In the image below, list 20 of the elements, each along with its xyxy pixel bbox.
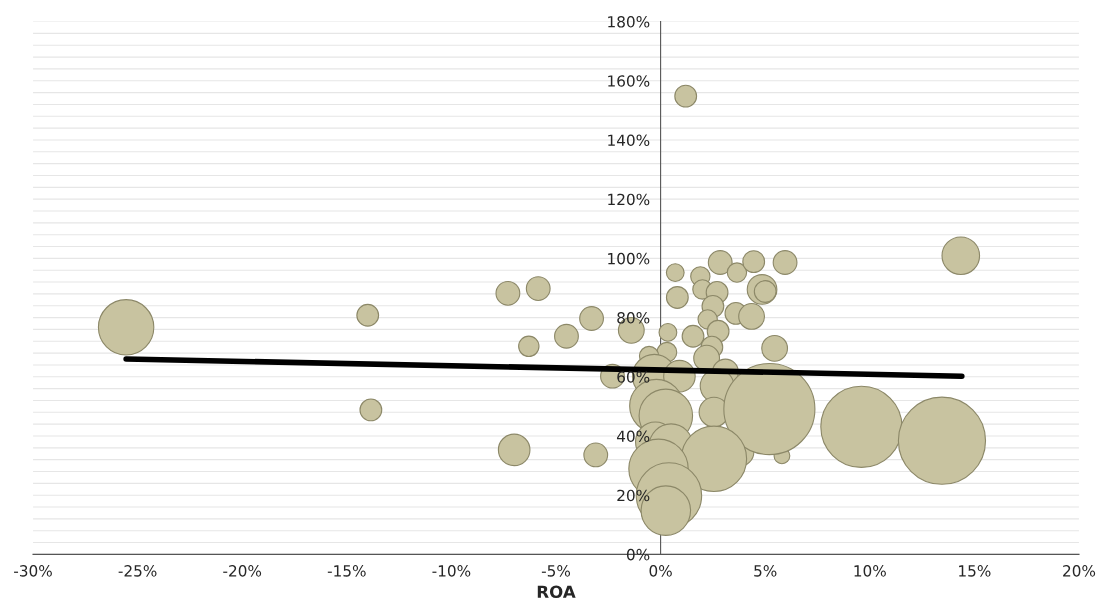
x-tick-label: -20% bbox=[223, 565, 262, 577]
y-tick-label: 180% bbox=[608, 16, 650, 28]
x-tick-label: -10% bbox=[432, 565, 471, 577]
y-tick-label: 160% bbox=[608, 75, 650, 87]
x-tick-label: 0% bbox=[649, 565, 672, 577]
x-tick-label: 15% bbox=[959, 565, 991, 577]
x-tick-label: -30% bbox=[14, 565, 52, 577]
x-tick-label: -15% bbox=[327, 565, 366, 577]
y-tick-label: 60% bbox=[617, 371, 650, 383]
x-tick-label: -5% bbox=[541, 565, 571, 577]
x-tick-label: 20% bbox=[1063, 565, 1096, 577]
x-axis-title: ROA bbox=[537, 585, 576, 599]
y-tick-label: 120% bbox=[608, 193, 650, 206]
x-tick-label: -25% bbox=[118, 565, 157, 577]
y-tick-label: 80% bbox=[617, 312, 650, 324]
y-tick-label: 140% bbox=[608, 134, 650, 146]
x-tick-label: 5% bbox=[754, 565, 777, 577]
y-tick-label: 100% bbox=[608, 252, 650, 265]
y-tick-label: 40% bbox=[616, 430, 650, 443]
x-tick-label: 10% bbox=[854, 565, 886, 577]
